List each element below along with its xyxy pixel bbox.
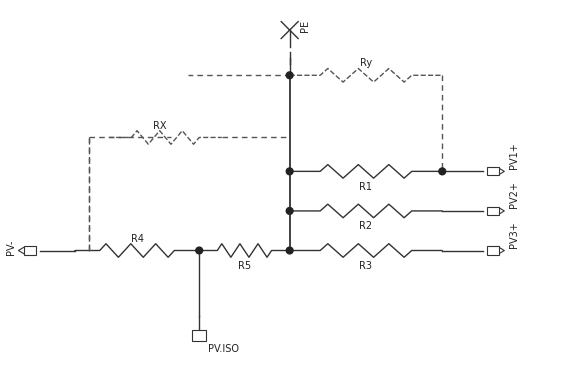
Text: R4: R4 [131,234,144,244]
Text: RX: RX [153,121,166,131]
Bar [487,207,499,215]
Bar [193,329,206,341]
Text: PV3+: PV3+ [509,221,519,248]
Text: PV-: PV- [6,240,15,255]
Bar [487,167,499,175]
Bar [487,246,499,255]
Bar [23,246,36,255]
Text: PV.ISO: PV.ISO [208,344,239,354]
Circle shape [196,247,203,254]
Text: PV1+: PV1+ [509,142,519,168]
Text: R5: R5 [238,261,251,271]
Text: R3: R3 [360,261,373,271]
Text: R1: R1 [360,181,373,191]
Circle shape [286,207,293,214]
Circle shape [286,72,293,79]
Text: PV2+: PV2+ [509,181,519,208]
Circle shape [439,168,446,175]
Text: Ry: Ry [360,59,372,69]
Circle shape [286,247,293,254]
Text: PE: PE [300,20,310,32]
Text: R2: R2 [360,221,373,231]
Circle shape [286,168,293,175]
